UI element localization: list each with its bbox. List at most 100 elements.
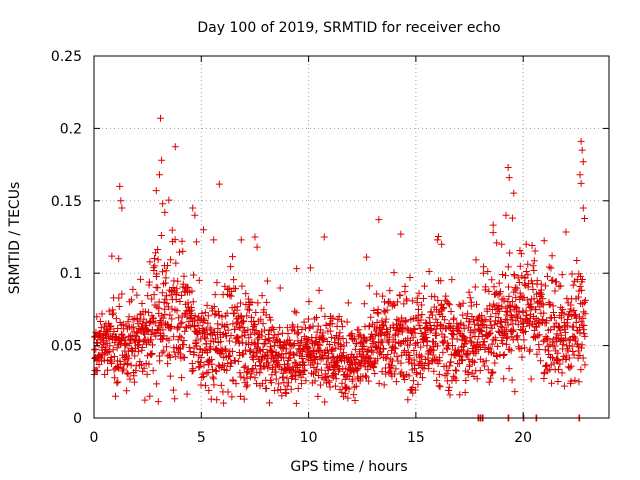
data-point: [480, 263, 488, 271]
data-point: [314, 371, 322, 379]
data-point: [404, 348, 412, 356]
data-point: [439, 304, 447, 312]
data-point: [457, 356, 465, 364]
data-point: [444, 300, 452, 308]
data-point: [305, 298, 313, 306]
data-point: [158, 349, 166, 357]
x-tick-label: 0: [90, 430, 99, 446]
data-point: [134, 342, 142, 350]
data-point: [279, 369, 287, 377]
data-point: [447, 308, 455, 316]
data-point: [326, 327, 334, 335]
data-point: [291, 307, 299, 315]
data-point: [343, 318, 351, 326]
data-point: [268, 347, 276, 355]
data-point: [209, 366, 217, 374]
data-point: [491, 359, 499, 367]
data-point: [352, 356, 360, 364]
data-point: [338, 379, 346, 387]
data-point: [327, 333, 335, 341]
data-point: [495, 279, 503, 287]
data-point: [502, 326, 510, 334]
data-point: [506, 249, 514, 257]
data-point: [261, 336, 269, 344]
data-point: [294, 384, 302, 392]
data-point: [260, 363, 268, 371]
data-point: [514, 335, 522, 343]
data-point: [302, 335, 310, 343]
data-point: [530, 295, 538, 303]
data-point: [425, 268, 433, 276]
data-point: [373, 319, 381, 327]
data-point: [188, 287, 196, 295]
data-point: [380, 322, 388, 330]
data-point: [445, 383, 453, 391]
data-point: [199, 226, 207, 234]
data-point: [201, 382, 209, 390]
data-point: [148, 295, 156, 303]
data-point: [271, 331, 279, 339]
data-point: [150, 266, 158, 274]
data-point: [343, 371, 351, 379]
data-point: [505, 365, 513, 373]
data-point: [265, 399, 273, 407]
data-point: [555, 365, 563, 373]
data-point: [579, 314, 587, 322]
data-point: [488, 340, 496, 348]
data-point: [222, 346, 230, 354]
data-point: [417, 343, 425, 351]
data-point: [406, 274, 414, 282]
data-point: [360, 333, 368, 341]
data-point: [430, 367, 438, 375]
data-point: [372, 327, 380, 335]
data-point: [570, 323, 578, 331]
data-point: [325, 378, 333, 386]
data-point: [460, 325, 468, 333]
data-point: [350, 391, 358, 399]
data-point: [164, 261, 172, 269]
data-point: [517, 292, 525, 300]
data-point: [466, 318, 474, 326]
data-point: [578, 146, 586, 154]
data-point: [145, 360, 153, 368]
data-point: [150, 314, 158, 322]
data-point: [289, 363, 297, 371]
data-point: [516, 289, 524, 297]
data-point: [551, 342, 559, 350]
data-point: [125, 313, 133, 321]
data-point: [127, 296, 135, 304]
data-point: [159, 326, 167, 334]
data-point: [390, 300, 398, 308]
data-point: [501, 272, 509, 280]
data-point: [535, 346, 543, 354]
data-point: [396, 292, 404, 300]
data-point: [214, 325, 222, 333]
data-point: [452, 367, 460, 375]
data-point: [153, 380, 161, 388]
data-point: [167, 256, 175, 264]
data-point: [575, 313, 583, 321]
data-point: [572, 314, 580, 322]
data-point: [292, 375, 300, 383]
data-point: [368, 347, 376, 355]
data-point: [374, 310, 382, 318]
data-point: [539, 295, 547, 303]
data-point: [542, 362, 550, 370]
data-point: [502, 211, 510, 219]
data-point: [276, 324, 284, 332]
data-point: [294, 323, 302, 331]
data-point: [240, 395, 248, 403]
data-point: [564, 322, 572, 330]
data-point: [430, 346, 438, 354]
data-point: [141, 330, 149, 338]
data-point: [573, 256, 581, 264]
data-point: [104, 348, 112, 356]
data-point: [155, 304, 163, 312]
data-point: [136, 358, 144, 366]
data-point: [442, 292, 450, 300]
chart-title: Day 100 of 2019, SRMTID for receiver ech…: [197, 20, 500, 36]
data-point: [108, 252, 116, 260]
data-point: [433, 236, 441, 244]
data-point: [556, 326, 564, 334]
data-point: [386, 298, 394, 306]
